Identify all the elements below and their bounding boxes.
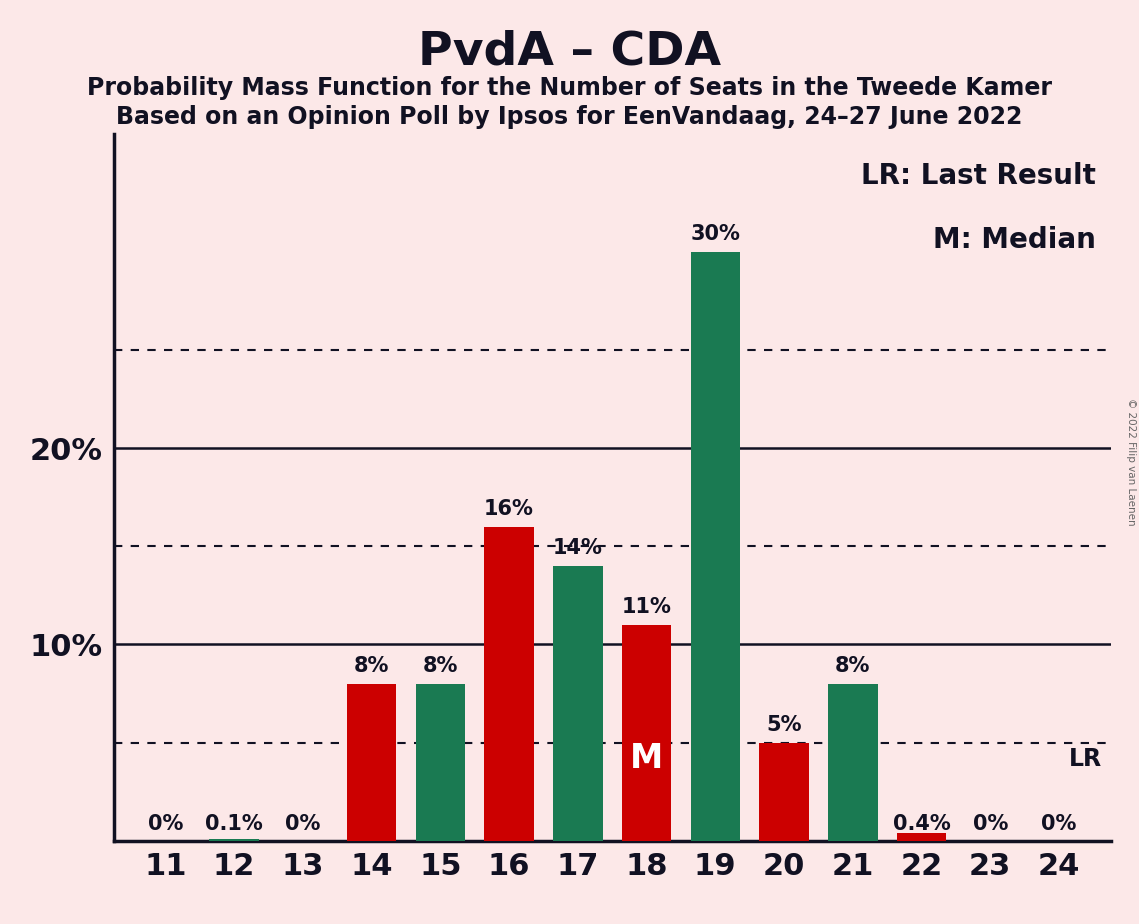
Bar (828, 684, 877, 841)
Text: M: Median: M: Median (933, 225, 1096, 254)
Bar (896, 833, 947, 841)
Text: M: M (630, 742, 663, 775)
Text: 30%: 30% (690, 224, 740, 244)
Text: Probability Mass Function for the Number of Seats in the Tweede Kamer: Probability Mass Function for the Number… (87, 76, 1052, 100)
Text: 0%: 0% (285, 814, 320, 834)
Text: 0%: 0% (148, 814, 183, 834)
Text: 0%: 0% (1041, 814, 1076, 834)
Text: 0.1%: 0.1% (205, 814, 263, 834)
Bar (554, 565, 603, 841)
Text: 0%: 0% (973, 814, 1008, 834)
Text: Based on an Opinion Poll by Ipsos for EenVandaag, 24–27 June 2022: Based on an Opinion Poll by Ipsos for Ee… (116, 105, 1023, 129)
Bar (690, 252, 740, 841)
Text: © 2022 Filip van Laenen: © 2022 Filip van Laenen (1125, 398, 1136, 526)
Text: 8%: 8% (423, 656, 458, 676)
Bar (416, 684, 465, 841)
Text: 5%: 5% (767, 715, 802, 735)
Text: 16%: 16% (484, 499, 534, 519)
Text: 14%: 14% (552, 538, 603, 558)
Bar (760, 743, 809, 841)
Text: PvdA – CDA: PvdA – CDA (418, 30, 721, 75)
Text: LR: Last Result: LR: Last Result (861, 163, 1096, 190)
Bar (210, 839, 259, 841)
Bar (347, 684, 396, 841)
Bar (484, 527, 534, 841)
Text: 11%: 11% (622, 597, 672, 617)
Bar (622, 625, 671, 841)
Text: LR: LR (1068, 747, 1101, 771)
Text: 0.4%: 0.4% (893, 814, 950, 834)
Text: 8%: 8% (835, 656, 870, 676)
Text: 8%: 8% (354, 656, 390, 676)
